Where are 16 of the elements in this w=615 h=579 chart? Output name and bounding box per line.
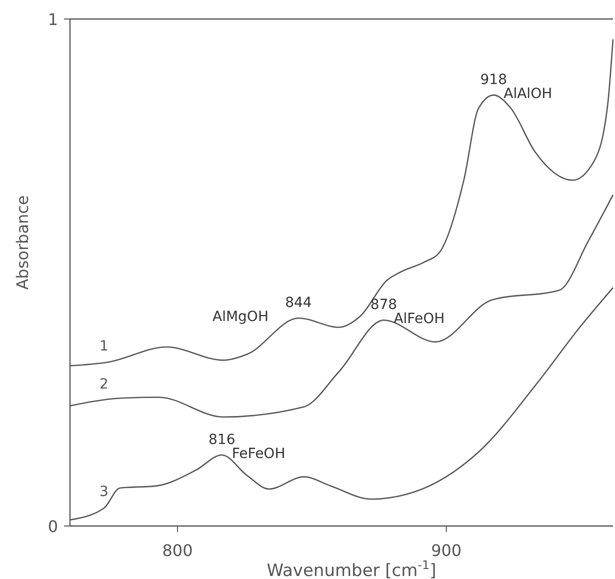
series-label: 1: [100, 338, 108, 355]
annotation: AlFeOH: [394, 311, 445, 328]
annotation: 878: [370, 297, 398, 314]
annotation: 844: [285, 295, 312, 312]
annotation: 816: [208, 432, 236, 448]
annotation: AlMgOH: [212, 309, 268, 326]
annotation: 918: [480, 72, 508, 88]
y-axis-title: Absorbance: [13, 195, 32, 290]
x-axis-title: Wavenumber [cm$^{-1}$]: [266, 558, 436, 579]
y-tick-label: 0: [48, 517, 58, 536]
series-label: 2: [100, 376, 108, 393]
annotation: AlAlOH: [504, 86, 552, 102]
series-label: 3: [100, 484, 108, 500]
annotation: FeFeOH: [232, 446, 286, 462]
x-tick-label: 800: [162, 541, 193, 560]
x-tick-label: 900: [431, 541, 462, 560]
